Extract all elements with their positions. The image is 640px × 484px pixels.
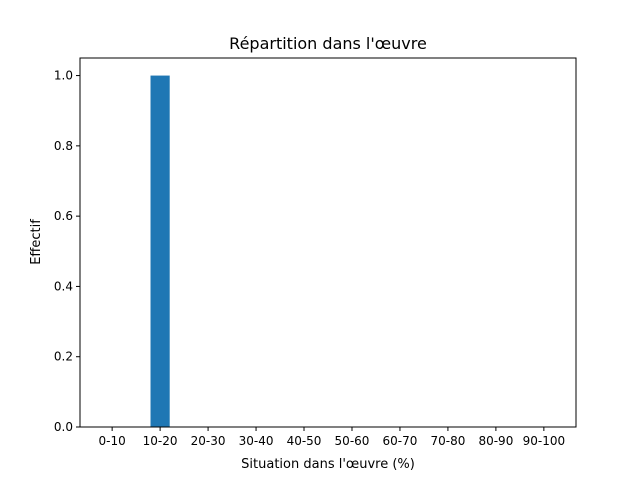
y-tick-label: 1.0 xyxy=(54,69,73,83)
x-tick-label: 10-20 xyxy=(143,434,178,448)
x-tick-label: 90-100 xyxy=(523,434,566,448)
y-tick-label: 0.6 xyxy=(54,209,73,223)
x-tick-label: 40-50 xyxy=(287,434,322,448)
chart-title: Répartition dans l'œuvre xyxy=(229,34,427,53)
x-tick-label: 80-90 xyxy=(478,434,513,448)
y-tick-label: 0.0 xyxy=(54,420,73,434)
y-tick-label: 0.8 xyxy=(54,139,73,153)
y-tick-label: 0.4 xyxy=(54,279,73,293)
x-tick-label: 20-30 xyxy=(191,434,226,448)
x-tick-label: 70-80 xyxy=(430,434,465,448)
y-axis-label: Effectif xyxy=(29,219,44,265)
x-tick-label: 60-70 xyxy=(383,434,418,448)
x-tick-label: 50-60 xyxy=(335,434,370,448)
plot-frame xyxy=(79,57,577,428)
x-tick-label: 30-40 xyxy=(239,434,274,448)
bar-10-20 xyxy=(150,75,170,428)
y-tick-label: 0.2 xyxy=(54,350,73,364)
x-axis-label: Situation dans l'œuvre (%) xyxy=(241,457,415,472)
x-tick-label: 0-10 xyxy=(99,434,126,448)
